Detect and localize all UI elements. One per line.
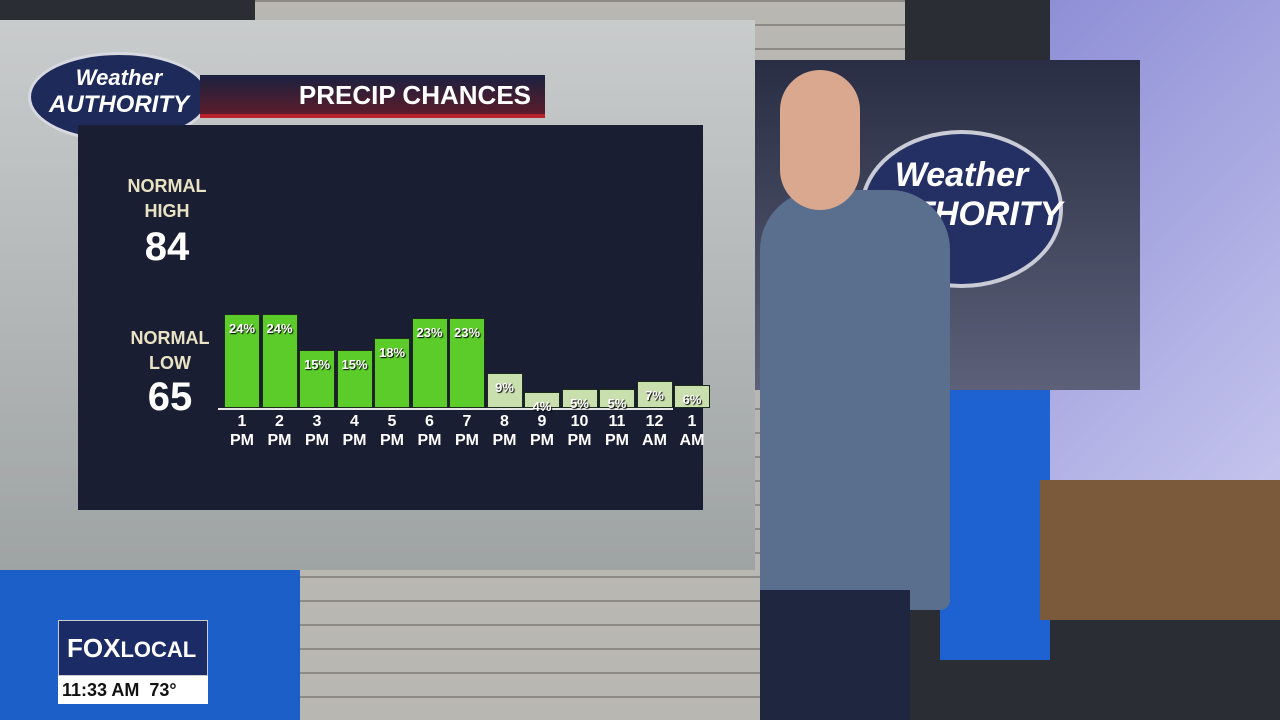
bar: 18% bbox=[374, 337, 410, 408]
x-tick-label: 4 PM bbox=[342, 413, 367, 449]
blue-panel bbox=[940, 380, 1050, 660]
bar: 15% bbox=[299, 349, 335, 408]
logo-text: Weather bbox=[894, 156, 1029, 194]
x-tick-label: 2 PM bbox=[267, 413, 292, 449]
x-tick-label: 11 PM bbox=[605, 413, 629, 449]
bar: 7% bbox=[636, 380, 673, 408]
value-label: 24% bbox=[266, 321, 293, 337]
presenter-legs bbox=[760, 590, 910, 720]
value-label: 15% bbox=[341, 356, 368, 372]
logo-text: AUTHORITY bbox=[49, 91, 189, 118]
bar: 23% bbox=[449, 318, 485, 408]
value-label: 5% bbox=[607, 395, 627, 411]
x-tick-label: 1 AM bbox=[679, 413, 705, 449]
bar: 6% bbox=[674, 384, 710, 408]
brand-sub: LOCAL bbox=[120, 637, 197, 662]
temperature: 73° bbox=[149, 680, 177, 700]
value-label: 23% bbox=[453, 325, 481, 341]
value-label: 18% bbox=[378, 344, 406, 360]
value-label: 23% bbox=[416, 325, 443, 341]
bar: 24% bbox=[261, 314, 298, 408]
normal-low-label: NORMAL LOW bbox=[130, 328, 210, 373]
time: 11:33 AM bbox=[62, 680, 140, 700]
presenter-head bbox=[780, 70, 860, 210]
bar: 23% bbox=[411, 318, 448, 408]
bar: 5% bbox=[561, 388, 598, 411]
bar: 15% bbox=[336, 349, 373, 408]
bar: 5% bbox=[599, 388, 635, 411]
value-label: 6% bbox=[682, 391, 702, 407]
bar: 4% bbox=[524, 392, 560, 414]
x-tick-label: 9 PM bbox=[530, 413, 554, 449]
value-label: 24% bbox=[228, 321, 256, 337]
normal-high-label: NORMAL HIGH bbox=[127, 176, 207, 221]
wood-panel bbox=[1040, 480, 1280, 620]
x-tick-label: 5 PM bbox=[380, 413, 404, 449]
value-label: 7% bbox=[645, 387, 664, 403]
normal-low: 65 bbox=[147, 375, 193, 419]
x-tick-label: 10 PM bbox=[567, 413, 592, 449]
value-label: 5% bbox=[570, 395, 589, 411]
chart-title: PRECIP CHANCES bbox=[200, 75, 545, 118]
bar: 24% bbox=[224, 314, 260, 408]
bar: 9% bbox=[486, 372, 523, 408]
normal-high: 84 bbox=[144, 225, 190, 269]
value-label: 4% bbox=[532, 399, 552, 415]
x-tick-label: 12 AM bbox=[642, 413, 667, 449]
logo-text: Weather bbox=[75, 65, 163, 90]
brand: FOX bbox=[67, 633, 121, 663]
x-tick-label: 8 PM bbox=[492, 413, 517, 449]
x-tick-label: 3 PM bbox=[305, 413, 329, 449]
x-tick-label: 7 PM bbox=[455, 413, 479, 449]
presenter-body bbox=[760, 190, 950, 610]
x-tick-label: 1 PM bbox=[230, 413, 254, 449]
baseline bbox=[218, 408, 673, 410]
value-label: 9% bbox=[495, 379, 514, 395]
x-tick-label: 6 PM bbox=[417, 413, 442, 449]
chart-panel bbox=[78, 125, 703, 510]
station-bug: FOXLOCAL 11:33 AM 73° bbox=[58, 620, 208, 705]
value-label: 15% bbox=[303, 356, 331, 372]
